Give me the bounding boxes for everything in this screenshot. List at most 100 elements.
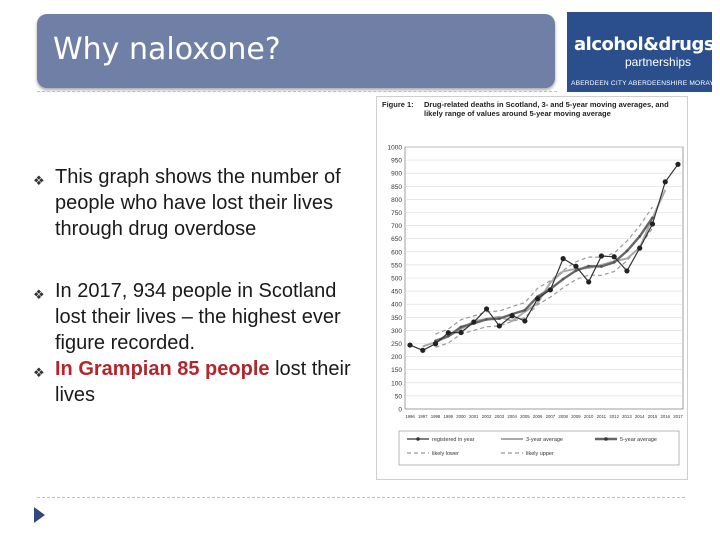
data-point-registered-in-year: [432, 341, 439, 347]
bullet-text: This graph shows the number of people wh…: [55, 166, 341, 240]
bullet-item: ❖ In 2017, 934 people in Scotland lost t…: [33, 278, 353, 356]
chart-svg: 0 50 100 150 200 250 300 350 400 450 500 550 600 650 7…: [388, 145, 684, 466]
x-tick-label: 2014: [635, 414, 645, 419]
y-tick-label: 550: [391, 262, 402, 269]
x-tick-label: 2000: [456, 414, 466, 419]
legend-label: 5-year average: [620, 437, 657, 443]
y-tick-label: 750: [391, 210, 402, 217]
data-point-registered-in-year: [662, 179, 668, 185]
data-point-5-year-average: [574, 269, 578, 273]
y-tick-label: 900: [391, 171, 402, 178]
y-tick-label: 850: [391, 184, 402, 191]
series-line-likely-upper: [435, 206, 653, 335]
data-point-registered-in-year: [483, 306, 490, 312]
legend-marker-5-year-average: [604, 437, 608, 441]
bullet-list: ❖ This graph shows the number of people …: [33, 164, 353, 408]
next-slide-arrow-icon[interactable]: [34, 507, 45, 523]
x-tick-label: 2003: [495, 414, 505, 419]
logo-line-3: ABERDEEN CITY ABERDEENSHIRE MORAY: [571, 80, 715, 87]
data-point-registered-in-year: [573, 263, 579, 269]
data-point-5-year-average: [600, 265, 603, 268]
y-tick-label: 100: [391, 380, 402, 387]
y-tick-label: 650: [391, 236, 402, 243]
y-tick-label: 950: [391, 158, 402, 165]
y-tick-label: 350: [391, 315, 402, 322]
bullet-item: ❖ In Grampian 85 people lost their lives: [33, 356, 353, 408]
logo-line-2: partnerships: [625, 55, 692, 69]
data-point-registered-in-year: [637, 245, 643, 251]
data-point-5-year-average: [523, 308, 527, 312]
data-point-registered-in-year: [522, 318, 528, 324]
y-tick-label: 200: [391, 354, 402, 361]
y-tick-label: 800: [391, 197, 402, 204]
x-tick-label: 1999: [444, 414, 454, 419]
x-tick-label: 2013: [622, 414, 632, 419]
bullet-item: ❖ This graph shows the number of people …: [33, 164, 353, 242]
bullet-marker-icon: ❖: [33, 365, 45, 380]
y-tick-label: 700: [391, 223, 402, 230]
y-tick-label: 150: [391, 367, 402, 374]
data-point-registered-in-year: [560, 256, 566, 262]
title-bar: Why naloxone?: [37, 14, 555, 88]
x-tick-label: 2006: [533, 414, 543, 419]
legend-box: [398, 430, 680, 466]
chart-title: Drug-related deaths in Scotland, 3- and …: [424, 100, 669, 118]
x-tick-label: 2012: [609, 414, 619, 419]
series-line-likely-lower: [435, 227, 653, 348]
y-tick-label: 500: [391, 276, 402, 283]
x-tick-label: 2011: [597, 414, 607, 419]
x-tick-label: 2002: [482, 414, 492, 419]
y-tick-label: 50: [395, 393, 403, 400]
title-divider: [37, 91, 557, 92]
x-tick-label: 1997: [418, 414, 428, 419]
x-tick-label: 2005: [520, 414, 530, 419]
slide-title: Why naloxone?: [53, 32, 281, 67]
data-point-5-year-average: [612, 260, 616, 264]
x-tick-label: 1998: [431, 414, 441, 419]
legend-marker-registered-in-year: [416, 437, 420, 441]
data-point-5-year-average: [497, 317, 501, 321]
x-tick-label: 2008: [558, 414, 568, 419]
data-point-registered-in-year: [458, 329, 464, 336]
legend-label: 3-year average: [526, 437, 563, 443]
data-point-registered-in-year: [420, 347, 426, 353]
y-tick-label: 400: [391, 302, 402, 309]
data-point-registered-in-year: [675, 161, 681, 167]
partnership-logo: alcohol&drugs partnerships ABERDEEN CITY…: [567, 12, 715, 92]
data-point-registered-in-year: [407, 342, 413, 348]
data-point-5-year-average: [638, 234, 642, 238]
y-tick-label: 300: [391, 328, 402, 335]
y-tick-label: 450: [391, 289, 402, 296]
data-point-registered-in-year: [445, 330, 451, 336]
data-point-registered-in-year: [509, 313, 515, 319]
x-tick-label: 2007: [546, 414, 556, 419]
data-point-5-year-average: [459, 325, 463, 329]
x-tick-label: 2004: [507, 414, 517, 419]
legend-label: likely upper: [526, 451, 554, 457]
data-point-5-year-average: [651, 216, 654, 220]
x-tick-label: 2016: [660, 414, 670, 419]
legend-label: likely lower: [432, 451, 459, 457]
data-point-registered-in-year: [586, 279, 592, 285]
series-line-registered-in-year: [409, 163, 679, 351]
footer-divider: [37, 497, 685, 498]
data-point-registered-in-year: [598, 253, 605, 259]
data-point-registered-in-year: [496, 323, 502, 329]
data-point-registered-in-year: [535, 296, 541, 302]
x-tick-label: 1996: [405, 414, 415, 419]
bullet-text: In 2017, 934 people in Scotland lost the…: [55, 280, 341, 354]
x-tick-label: 2017: [673, 414, 683, 419]
y-tick-label: 1000: [388, 145, 403, 152]
y-tick-label: 600: [391, 249, 402, 256]
data-point-5-year-average: [587, 264, 591, 268]
y-tick-label: 0: [398, 407, 402, 414]
x-tick-label: 2001: [469, 414, 479, 419]
logo-line-1: alcohol&drugs: [574, 34, 715, 55]
y-tick-label: 250: [391, 341, 402, 348]
data-point-registered-in-year: [649, 221, 656, 227]
data-point-5-year-average: [446, 334, 450, 338]
data-point-registered-in-year: [624, 268, 630, 274]
data-point-5-year-average: [485, 317, 488, 321]
data-point-registered-in-year: [471, 319, 477, 325]
legend-label: registered in year: [432, 437, 475, 443]
